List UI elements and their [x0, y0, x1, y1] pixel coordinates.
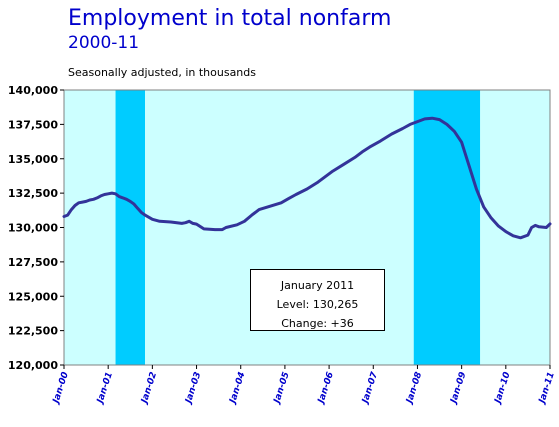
y-tick-label: 120,000	[8, 359, 58, 372]
recession-band-1	[115, 90, 145, 365]
y-tick-label: 140,000	[8, 84, 58, 97]
tooltip-level: Level: 130,265	[276, 298, 359, 311]
y-tick-label: 125,000	[8, 290, 58, 303]
x-tick-label: Jan-08	[404, 371, 424, 407]
y-tick-label: 132,500	[8, 187, 58, 200]
x-tick-label: Jan-00	[51, 371, 71, 407]
x-tick-label: Jan-10	[493, 371, 513, 407]
y-tick-label: 130,000	[8, 222, 58, 235]
x-tick-label: Jan-01	[95, 371, 115, 407]
x-tick-label: Jan-06	[316, 371, 336, 407]
chart-note: Seasonally adjusted, in thousands	[68, 66, 256, 79]
tooltip-change: Change: +36	[281, 317, 354, 330]
chart-subtitle: 2000-11	[68, 33, 140, 53]
x-tick-label: Jan-09	[448, 371, 468, 407]
tooltip-date: January 2011	[280, 279, 355, 292]
x-tick-label: Jan-04	[228, 371, 248, 407]
y-tick-label: 127,500	[8, 256, 58, 269]
x-tick-label: Jan-11	[537, 371, 557, 407]
recession-band-2	[413, 90, 481, 365]
x-tick-label: Jan-02	[139, 371, 159, 407]
y-tick-label: 135,000	[8, 153, 58, 166]
series-line-1	[62, 116, 552, 240]
x-tick-label: Jan-07	[360, 370, 380, 406]
data-tooltip: January 2011 Level: 130,265 Change: +36	[250, 269, 385, 331]
y-tick-label: 137,500	[8, 118, 58, 131]
y-tick-label: 122,500	[8, 325, 58, 338]
chart-title: Employment in total nonfarm	[68, 6, 392, 31]
x-tick-label: Jan-03	[183, 371, 203, 407]
x-tick-label: Jan-05	[272, 371, 292, 407]
